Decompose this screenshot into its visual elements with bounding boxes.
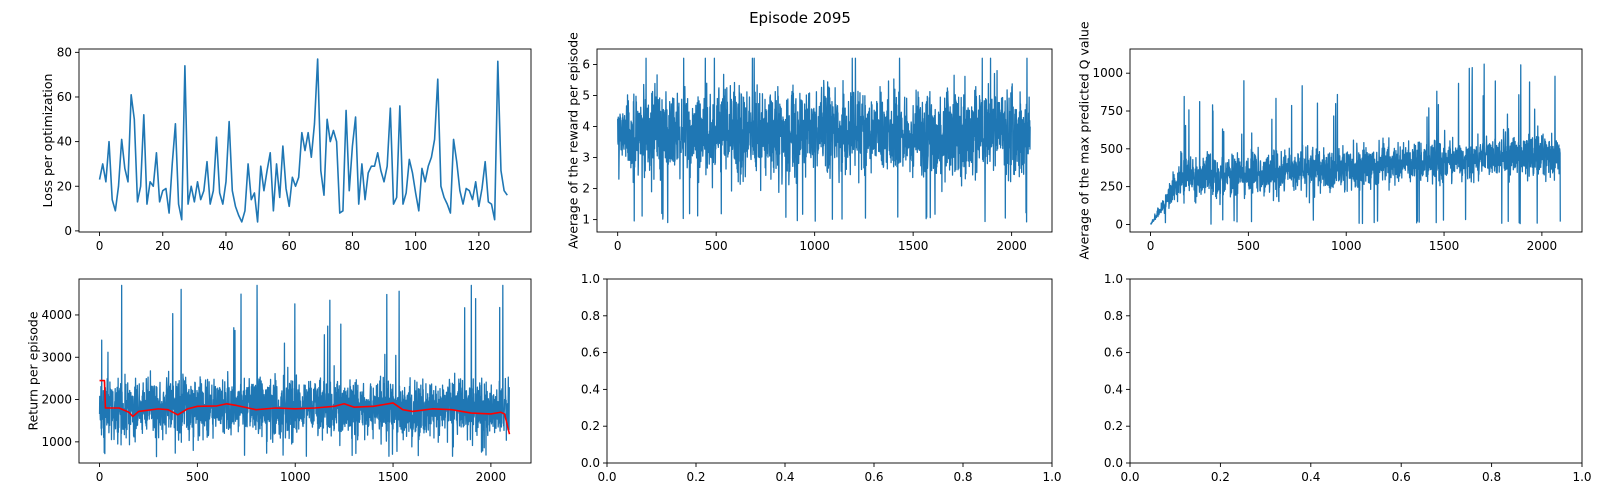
x-tick-label: 100 [404,239,427,253]
subplot-6: 0.0 0.2 0.4 0.6 0.8 1.0 0.0 0.2 0.4 0.6 0.8 1.0 [1104,272,1592,484]
x-tick-label: 0.0 [1120,470,1139,484]
y-tick-label: 500 [1100,142,1123,156]
x-tick-label: 0.8 [1482,470,1501,484]
y-tick-label: 3000 [41,350,72,364]
y-axis-label: Average of the reward per episode [566,32,581,249]
x-tick-label: 0 [96,239,104,253]
x-tick-label: 500 [186,470,209,484]
axes-frame [1129,48,1583,233]
y-tick-label: 40 [57,135,72,149]
x-tick-label: 500 [1237,239,1260,253]
x-tick-label: 1500 [1429,239,1460,253]
subplot-5: 0.0 0.2 0.4 0.6 0.8 1.0 0.0 0.2 0.4 0.6 0.8 1.0 [581,272,1062,484]
x-tick-label: 2000 [1527,239,1558,253]
y-tick-label: 2 [582,182,590,196]
y-axis-label: Average of the max predicted Q value [1076,21,1091,260]
x-tick-label: 0.6 [1392,470,1411,484]
series-line-2 [99,379,511,435]
x-tick-label: 1500 [378,470,409,484]
axes-frame [606,278,1053,464]
y-tick-label: 250 [1100,180,1123,194]
plot-area [98,58,508,223]
y-tick-label: 1.0 [581,272,600,286]
y-tick-label: 0.8 [1104,309,1123,323]
x-tick-label: 1.0 [1572,470,1591,484]
plot-area [617,57,1031,224]
x-tick-label: 0.4 [1301,470,1320,484]
y-tick-label: 4 [582,120,590,134]
x-tick-label: 0.2 [1211,470,1230,484]
y-axis-label: Return per episode [25,311,40,430]
y-tick-label: 0.0 [1104,456,1123,470]
x-tick-label: 120 [467,239,490,253]
y-axis-label: Loss per optimization [40,74,55,208]
y-tick-label: 3 [582,151,590,165]
subplot-1: 0 20 40 60 80 100 120 0 20 40 60 80 Loss per optimiz… [40,45,532,253]
y-tick-label: 1000 [41,435,72,449]
x-tick-label: 1000 [1331,239,1362,253]
y-tick-label: 20 [57,179,72,193]
y-tick-label: 0.2 [1104,419,1123,433]
y-tick-label: 0.6 [1104,346,1123,360]
series-line-1 [98,284,510,458]
x-tick-label: 0.2 [686,470,705,484]
x-tick-label: 0.6 [864,470,883,484]
y-tick-label: 0 [64,224,72,238]
x-tick-label: 0.0 [597,470,616,484]
y-tick-label: 5 [582,89,590,103]
x-tick-label: 0 [614,239,622,253]
x-tick-label: 80 [345,239,360,253]
y-tick-label: 0.4 [1104,382,1123,396]
y-tick-label: 0.0 [581,456,600,470]
x-tick-label: 1500 [898,239,929,253]
series-line-1 [617,57,1031,224]
y-tick-label: 2000 [41,393,72,407]
axes-frame [596,48,1053,233]
plot-area [1150,63,1561,225]
y-tick-label: 750 [1100,104,1123,118]
x-tick-label: 500 [705,239,728,253]
x-tick-label: 2000 [476,470,507,484]
x-tick-label: 1000 [799,239,830,253]
y-tick-label: 0.8 [581,309,600,323]
y-tick-label: 0.4 [581,382,600,396]
y-tick-label: 0 [1115,217,1123,231]
axes-frame [78,278,532,464]
axes-frame [78,48,532,233]
x-tick-label: 0.4 [775,470,794,484]
x-tick-label: 60 [282,239,297,253]
series-line-1 [1150,63,1561,225]
y-tick-label: 0.6 [581,346,600,360]
y-tick-label: 4000 [41,308,72,322]
y-tick-label: 60 [57,90,72,104]
plot-area [98,284,511,458]
axes-frame [1129,278,1583,464]
x-tick-label: 0 [1147,239,1155,253]
y-tick-label: 1 [582,213,590,227]
x-tick-label: 2000 [996,239,1027,253]
y-tick-label: 1.0 [1104,272,1123,286]
y-tick-label: 0.2 [581,419,600,433]
x-tick-label: 0.8 [953,470,972,484]
x-tick-label: 0 [96,470,104,484]
y-tick-label: 6 [582,58,590,72]
x-tick-label: 1.0 [1042,470,1061,484]
series-line-1 [98,58,508,223]
x-tick-label: 40 [218,239,233,253]
x-tick-label: 1000 [280,470,311,484]
y-tick-label: 80 [57,45,72,59]
x-tick-label: 20 [155,239,170,253]
y-tick-label: 1000 [1092,66,1123,80]
figure-suptitle: Episode 2095 [749,9,851,27]
